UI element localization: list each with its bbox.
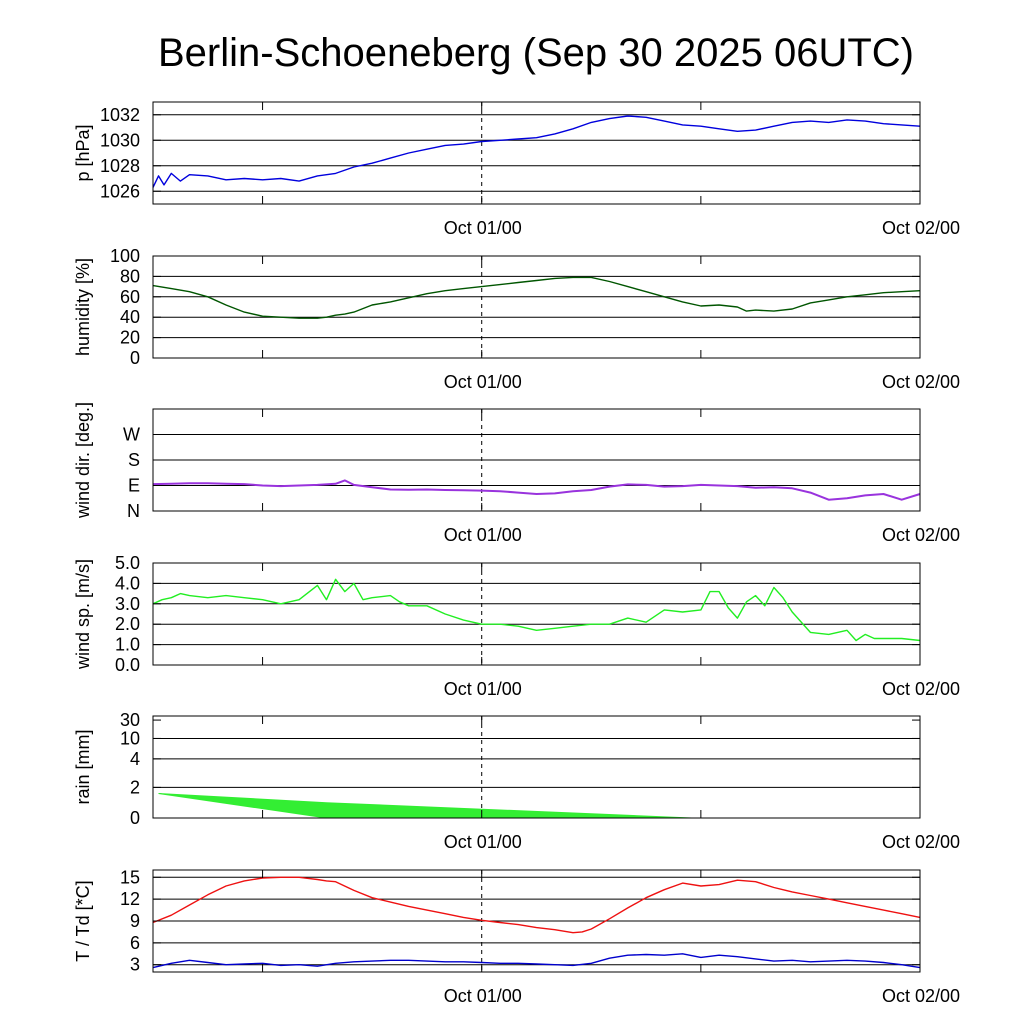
y-tick-label: N	[127, 501, 140, 521]
y-tick-label: 4.0	[115, 573, 140, 593]
chart-title: Berlin-Schoeneberg (Sep 30 2025 06UTC)	[158, 31, 914, 75]
rain-area	[158, 793, 920, 819]
series-line-humidity	[152, 276, 921, 319]
plot-frame	[152, 101, 921, 205]
y-tick-label: 0	[130, 348, 140, 368]
y-tick-label: 30	[120, 710, 140, 730]
y-axis-label: humidity [%]	[73, 258, 93, 356]
plot-frame	[152, 715, 921, 819]
y-tick-label: 1030	[100, 130, 140, 150]
plot-frame	[152, 255, 921, 359]
y-tick-label: 4	[130, 749, 140, 769]
y-axis-label: p [hPa]	[73, 124, 93, 181]
y-tick-label: 80	[120, 266, 140, 286]
series-line-wind-direction	[152, 479, 921, 501]
x-tick-label: Oct 01/00	[444, 832, 522, 852]
panel-pressure: 1026 1028 1030 1032 Oct 01/00 Oct 02/00 p [hPa…	[73, 101, 960, 238]
y-tick-label: 20	[120, 328, 140, 348]
series-line-dewpoint	[152, 953, 921, 969]
plot-frame	[152, 562, 921, 666]
x-tick-label: Oct 02/00	[882, 525, 960, 545]
y-tick-label: 3.0	[115, 594, 140, 614]
y-axis-label: rain [mm]	[73, 729, 93, 804]
y-tick-label: 1028	[100, 156, 140, 176]
series-line-pressure	[152, 115, 921, 188]
y-tick-label: 10	[120, 728, 140, 748]
x-tick-label: Oct 02/00	[882, 679, 960, 699]
y-tick-label: 100	[110, 246, 140, 266]
y-tick-label: 1026	[100, 181, 140, 201]
series-line-wind-speed	[152, 578, 921, 642]
y-tick-label: 1032	[100, 105, 140, 125]
y-tick-label: E	[128, 476, 140, 496]
y-tick-label: 3	[130, 955, 140, 975]
x-tick-label: Oct 01/00	[444, 525, 522, 545]
y-tick-label: 40	[120, 307, 140, 327]
x-tick-label: Oct 01/00	[444, 986, 522, 1006]
y-tick-label: 6	[130, 933, 140, 953]
x-tick-label: Oct 02/00	[882, 986, 960, 1006]
x-tick-label: Oct 02/00	[882, 372, 960, 392]
y-tick-label: 9	[130, 911, 140, 931]
y-tick-label: 5.0	[115, 553, 140, 573]
y-tick-label: 15	[120, 867, 140, 887]
y-axis-label: T / Td [*C]	[73, 880, 93, 961]
y-tick-label: 2	[130, 777, 140, 797]
y-tick-label: W	[123, 425, 140, 445]
y-tick-label: 60	[120, 287, 140, 307]
y-axis-label: wind sp. [m/s]	[73, 559, 93, 670]
x-tick-label: Oct 01/00	[444, 372, 522, 392]
series-line-temperature	[152, 876, 921, 934]
x-tick-label: Oct 01/00	[444, 679, 522, 699]
y-tick-label: 1.0	[115, 635, 140, 655]
y-axis-label: wind dir. [deg.]	[73, 402, 93, 519]
y-tick-label: 0.0	[115, 655, 140, 675]
x-tick-label: Oct 02/00	[882, 218, 960, 238]
panel-wind_speed: 0.01.02.03.04.05.0 Oct 01/00 Oct 02/00 wind…	[73, 553, 960, 699]
y-tick-label: S	[128, 450, 140, 470]
x-tick-label: Oct 01/00	[444, 218, 522, 238]
y-tick-label: 0	[130, 808, 140, 828]
y-tick-label: 12	[120, 889, 140, 909]
x-tick-label: Oct 02/00	[882, 832, 960, 852]
y-tick-label: 2.0	[115, 614, 140, 634]
